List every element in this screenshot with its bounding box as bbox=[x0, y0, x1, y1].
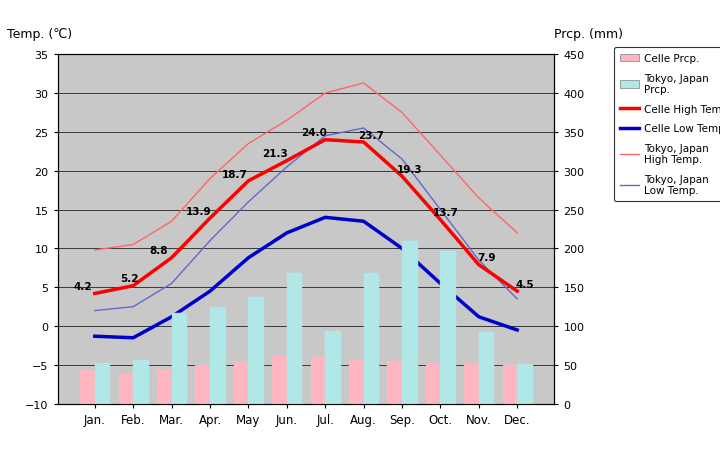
Bar bbox=[210, 307, 225, 404]
Text: 23.7: 23.7 bbox=[359, 130, 384, 140]
Bar bbox=[402, 241, 417, 404]
Bar bbox=[464, 364, 479, 404]
Bar bbox=[287, 274, 302, 404]
Bar bbox=[234, 361, 248, 404]
Bar bbox=[195, 365, 210, 404]
Bar bbox=[248, 297, 263, 404]
Bar bbox=[479, 332, 493, 404]
Bar bbox=[517, 364, 532, 404]
Bar bbox=[171, 313, 186, 404]
Bar bbox=[310, 358, 325, 404]
Bar bbox=[95, 364, 109, 404]
Text: 8.8: 8.8 bbox=[149, 246, 167, 256]
Bar bbox=[133, 360, 148, 404]
Text: 21.3: 21.3 bbox=[262, 149, 288, 159]
Text: 13.9: 13.9 bbox=[186, 207, 211, 216]
Text: Temp. (℃): Temp. (℃) bbox=[7, 28, 72, 41]
Bar bbox=[503, 365, 517, 404]
Bar bbox=[325, 331, 340, 404]
Text: 4.2: 4.2 bbox=[74, 281, 93, 291]
Bar bbox=[272, 356, 287, 404]
Text: 24.0: 24.0 bbox=[301, 128, 327, 138]
Text: 13.7: 13.7 bbox=[433, 208, 459, 218]
Text: Prcp. (mm): Prcp. (mm) bbox=[554, 28, 624, 41]
Bar bbox=[426, 364, 441, 404]
Bar bbox=[119, 375, 133, 404]
Bar bbox=[349, 360, 364, 404]
Bar bbox=[387, 361, 402, 404]
Text: 5.2: 5.2 bbox=[120, 274, 138, 284]
Legend: Celle Prcp., Tokyo, Japan
Prcp., Celle High Temp., Celle Low Temp., Tokyo, Japan: Celle Prcp., Tokyo, Japan Prcp., Celle H… bbox=[614, 48, 720, 202]
Text: 19.3: 19.3 bbox=[397, 164, 423, 174]
Bar bbox=[441, 251, 455, 404]
Bar bbox=[364, 274, 378, 404]
Bar bbox=[157, 370, 171, 404]
Text: 4.5: 4.5 bbox=[516, 279, 534, 289]
Text: 18.7: 18.7 bbox=[222, 169, 248, 179]
Bar bbox=[80, 370, 95, 404]
Text: 7.9: 7.9 bbox=[477, 253, 496, 263]
